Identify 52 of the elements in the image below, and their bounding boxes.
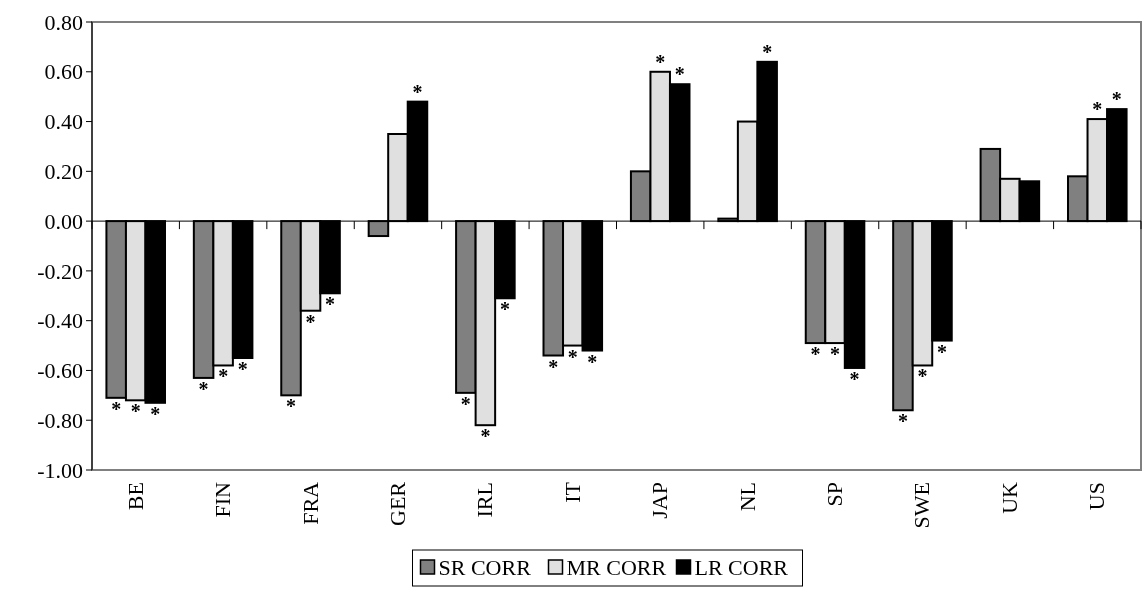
y-tick-label: -0.20 [37, 258, 83, 284]
legend-label: MR CORR [566, 554, 667, 580]
y-tick-label: -1.00 [37, 457, 83, 483]
data-label: * [567, 345, 578, 368]
x-tick-label: US [1084, 482, 1110, 511]
data-label: * [325, 293, 336, 316]
data-label: * [237, 358, 248, 380]
x-tick-label: UK [996, 481, 1022, 514]
data-label: * [198, 377, 209, 400]
y-tick-label: -0.40 [37, 308, 83, 334]
data-label: * [150, 402, 161, 425]
x-tick-label: IT [559, 481, 585, 503]
data-label: * [305, 310, 316, 333]
x-tick-label: BE [122, 482, 148, 511]
data-label: * [830, 343, 841, 366]
data-label: * [655, 50, 666, 73]
x-tick-label: SP [822, 482, 848, 507]
data-label: * [412, 80, 423, 103]
x-tick-label: JAP [647, 482, 673, 519]
data-label: * [849, 367, 860, 390]
x-tick-label: FIN [210, 481, 236, 518]
data-label: * [587, 350, 598, 373]
data-label: * [897, 410, 908, 433]
y-tick-label: -0.60 [37, 358, 83, 384]
x-tick-label: GER [384, 481, 410, 526]
x-tick-label: NL [734, 482, 760, 512]
y-tick-label: 0.00 [44, 208, 83, 234]
data-label: * [499, 298, 510, 321]
legend-label: SR CORR [438, 554, 532, 580]
x-tick-label: IRL [472, 482, 498, 518]
data-label: * [917, 365, 928, 388]
data-label: * [111, 397, 122, 420]
y-tick-label: 0.20 [44, 159, 83, 185]
data-label: * [762, 40, 773, 63]
y-tick-label: -0.80 [37, 407, 83, 433]
data-label: * [674, 63, 685, 86]
y-tick-label: 0.60 [44, 59, 83, 85]
data-label: * [810, 343, 821, 366]
data-label: * [936, 340, 947, 363]
data-label: * [286, 395, 297, 418]
x-tick-label: FRA [297, 481, 323, 525]
data-label: * [548, 355, 559, 378]
y-tick-label: 0.80 [44, 9, 83, 35]
y-tick-label: 0.40 [44, 109, 83, 135]
data-label: * [480, 425, 491, 448]
data-label: * [1092, 98, 1103, 121]
x-tick-label: SWE [909, 482, 935, 529]
data-label: * [460, 392, 471, 415]
legend-label: LR CORR [694, 554, 789, 580]
data-label: * [1111, 88, 1122, 111]
data-label: * [130, 400, 141, 423]
data-label: * [218, 365, 229, 388]
